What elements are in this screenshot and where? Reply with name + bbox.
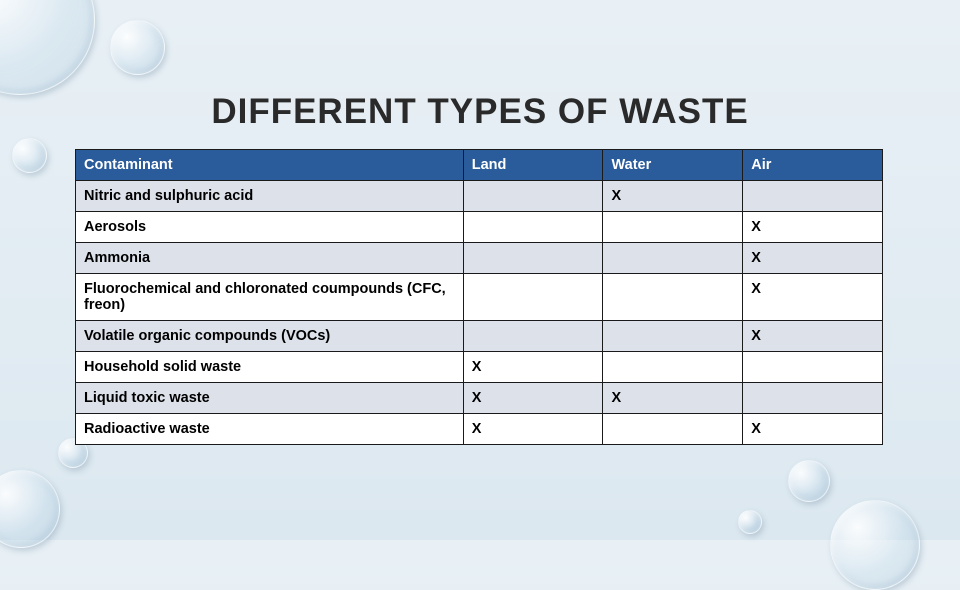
table-cell: X (603, 181, 743, 212)
table-cell: Fluorochemical and chloronated coumpound… (76, 274, 464, 321)
table-cell: Volatile organic compounds (VOCs) (76, 321, 464, 352)
table-cell: Household solid waste (76, 352, 464, 383)
table-cell (743, 352, 883, 383)
table-cell (463, 243, 603, 274)
table-row: Aerosols X (76, 212, 883, 243)
col-contaminant: Contaminant (76, 150, 464, 181)
page-title: DIFFERENT TYPES OF WASTE (0, 92, 960, 132)
table-row: Volatile organic compounds (VOCs) X (76, 321, 883, 352)
waste-table: Contaminant Land Water Air Nitric and su… (75, 149, 883, 445)
col-water: Water (603, 150, 743, 181)
decor-bubble (0, 0, 95, 95)
table-row: Liquid toxic wasteXX (76, 383, 883, 414)
table-cell: Nitric and sulphuric acid (76, 181, 464, 212)
table-cell: X (463, 414, 603, 445)
table-cell (603, 274, 743, 321)
table-row: Ammonia X (76, 243, 883, 274)
table-cell: X (743, 414, 883, 445)
table-cell (603, 352, 743, 383)
table-cell: Liquid toxic waste (76, 383, 464, 414)
col-land: Land (463, 150, 603, 181)
table-cell (463, 212, 603, 243)
decor-bubble (738, 510, 762, 534)
table-cell (603, 243, 743, 274)
decor-bubble (110, 20, 165, 75)
decor-bubble (788, 460, 830, 502)
table-cell: X (463, 352, 603, 383)
col-air: Air (743, 150, 883, 181)
decor-bubble (0, 470, 60, 548)
table-cell: X (743, 321, 883, 352)
table-cell: X (743, 274, 883, 321)
table-cell (463, 181, 603, 212)
table-cell (603, 414, 743, 445)
table-row: Household solid wasteX (76, 352, 883, 383)
table-cell (603, 212, 743, 243)
table-cell (463, 321, 603, 352)
table-cell: X (743, 212, 883, 243)
table-cell (603, 321, 743, 352)
table-cell: Aerosols (76, 212, 464, 243)
decor-bubble (830, 500, 920, 590)
table-cell: X (463, 383, 603, 414)
table-row: Fluorochemical and chloronated coumpound… (76, 274, 883, 321)
table-cell: Ammonia (76, 243, 464, 274)
table-cell: Radioactive waste (76, 414, 464, 445)
table-cell: X (743, 243, 883, 274)
table-header-row: Contaminant Land Water Air (76, 150, 883, 181)
table-cell: X (603, 383, 743, 414)
decor-bubble (12, 138, 47, 173)
table-row: Radioactive wasteXX (76, 414, 883, 445)
table-cell (463, 274, 603, 321)
table-cell (743, 181, 883, 212)
table-cell (743, 383, 883, 414)
table-row: Nitric and sulphuric acid X (76, 181, 883, 212)
